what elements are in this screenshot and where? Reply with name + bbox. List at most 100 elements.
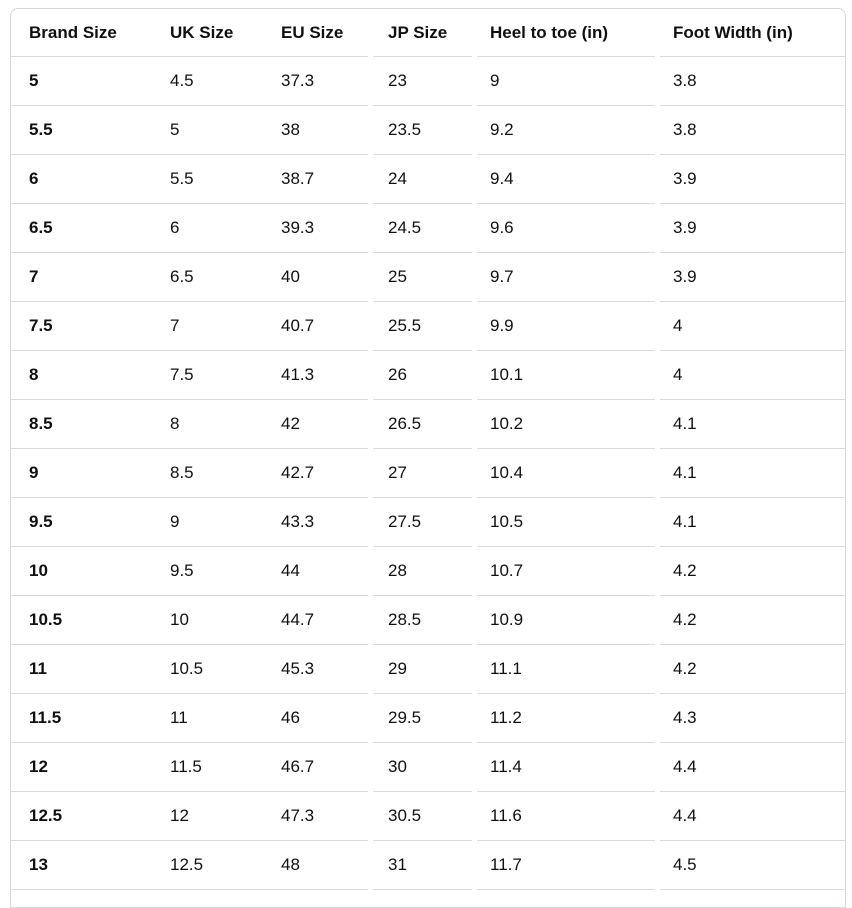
table-cell: 5 — [152, 106, 264, 155]
table-row: 12.5 12 47.3 30.5 11.6 4.4 — [11, 792, 845, 841]
table-cell: 8.5 — [152, 449, 264, 498]
table-cell: 44.7 — [264, 596, 370, 645]
table-cell: 11.6 — [474, 792, 657, 841]
table-row: 5.5 5 38 23.5 9.2 3.8 — [11, 106, 845, 155]
table-cell: 10 — [152, 596, 264, 645]
table-cell: 47.3 — [264, 792, 370, 841]
table-cell: 42.7 — [264, 449, 370, 498]
table-cell: 40 — [264, 253, 370, 302]
table-cell: 11.4 — [474, 743, 657, 792]
table-cell: 7 — [152, 302, 264, 351]
table-row: 6 5.5 38.7 24 9.4 3.9 — [11, 155, 845, 204]
column-header: Foot Width (in) — [657, 9, 845, 57]
column-header: EU Size — [264, 9, 370, 57]
table-row: 7 6.5 40 25 9.7 3.9 — [11, 253, 845, 302]
table-row: 8.5 8 42 26.5 10.2 4.1 — [11, 400, 845, 449]
table-cell: 11 — [152, 694, 264, 743]
table-cell: 25 — [370, 253, 474, 302]
table-cell: 4.4 — [657, 743, 845, 792]
table-cell: 9.5 — [152, 547, 264, 596]
table-cell: 10.9 — [474, 596, 657, 645]
table-cell: 46.7 — [264, 743, 370, 792]
table-row: 5 4.5 37.3 23 9 3.8 — [11, 57, 845, 106]
table-cell: 9.2 — [474, 106, 657, 155]
table-cell: 45.3 — [264, 645, 370, 694]
table-cell: 4.1 — [657, 498, 845, 547]
table-cell: 6 — [11, 155, 152, 204]
table-cell: 29.5 — [370, 694, 474, 743]
table-cell: 3.8 — [657, 106, 845, 155]
table-cell: 27.5 — [370, 498, 474, 547]
table-cell: 9.5 — [11, 498, 152, 547]
table-cell: 7.5 — [152, 351, 264, 400]
table-cell: 5.5 — [11, 106, 152, 155]
table-header-row: Brand Size UK Size EU Size JP Size Heel to t… — [11, 9, 845, 57]
table-cell: 41.3 — [264, 351, 370, 400]
table-cell: 26.5 — [370, 400, 474, 449]
column-header: UK Size — [152, 9, 264, 57]
table-cell: 4.4 — [657, 792, 845, 841]
table-cell: 13 — [11, 841, 152, 890]
table-row: 7.5 7 40.7 25.5 9.9 4 — [11, 302, 845, 351]
table-cell: 4.2 — [657, 645, 845, 694]
table-cell: 12 — [152, 792, 264, 841]
table-cell: 8 — [11, 351, 152, 400]
table-cell: 10.5 — [474, 498, 657, 547]
table-cell: 26 — [370, 351, 474, 400]
table-cell: 11.5 — [11, 694, 152, 743]
table-cell: 38 — [264, 106, 370, 155]
table-cell: 11.7 — [474, 841, 657, 890]
table-row: 11 10.5 45.3 29 11.1 4.2 — [11, 645, 845, 694]
table-cell: 6.5 — [152, 253, 264, 302]
table-cell: 23 — [370, 57, 474, 106]
table-cell: 10.5 — [11, 596, 152, 645]
table-cell: 6 — [152, 204, 264, 253]
table-cell: 28 — [370, 547, 474, 596]
table-cell: 24.5 — [370, 204, 474, 253]
table-cell: 10.2 — [474, 400, 657, 449]
table-cell: 27 — [370, 449, 474, 498]
table-row: 13 12.5 48 31 11.7 4.5 — [11, 841, 845, 890]
table-cell: 9.9 — [474, 302, 657, 351]
table-cell: 10.1 — [474, 351, 657, 400]
table-cell: 44 — [264, 547, 370, 596]
table-cell: 30 — [370, 743, 474, 792]
table-cell: 42 — [264, 400, 370, 449]
table-cell: 9 — [152, 498, 264, 547]
table-cell: 3.9 — [657, 155, 845, 204]
table-cell: 8 — [152, 400, 264, 449]
table-cell: 5 — [11, 57, 152, 106]
table-cell: 31 — [370, 841, 474, 890]
table-cell: 9.7 — [474, 253, 657, 302]
table-cell: 10.5 — [152, 645, 264, 694]
table-cell: 12.5 — [11, 792, 152, 841]
table-cell: 4 — [657, 302, 845, 351]
table-cell: 8.5 — [11, 400, 152, 449]
table-cell: 48 — [264, 841, 370, 890]
table-cell: 12 — [11, 743, 152, 792]
table-cell: 10 — [11, 547, 152, 596]
table-row: 10.5 10 44.7 28.5 10.9 4.2 — [11, 596, 845, 645]
table-cell: 25.5 — [370, 302, 474, 351]
table-cell: 7.5 — [11, 302, 152, 351]
column-header: Brand Size — [11, 9, 152, 57]
table-cell: 46 — [264, 694, 370, 743]
column-divider-gap-heel — [472, 11, 477, 907]
table-cell: 3.9 — [657, 204, 845, 253]
table-cell: 7 — [11, 253, 152, 302]
table-cell: 40.7 — [264, 302, 370, 351]
table-cell: 11.2 — [474, 694, 657, 743]
column-divider-gap-width — [655, 11, 660, 907]
table-cell: 4.2 — [657, 596, 845, 645]
table-row: 12 11.5 46.7 30 11.4 4.4 — [11, 743, 845, 792]
table-cell: 9.4 — [474, 155, 657, 204]
table-row: 11.5 11 46 29.5 11.2 4.3 — [11, 694, 845, 743]
table-cell: 4 — [657, 351, 845, 400]
table-cell: 4.1 — [657, 449, 845, 498]
table-row: 9.5 9 43.3 27.5 10.5 4.1 — [11, 498, 845, 547]
table-row: 6.5 6 39.3 24.5 9.6 3.9 — [11, 204, 845, 253]
table-body: 5 4.5 37.3 23 9 3.8 5.5 5 38 23.5 9.2 3.8 6 5.5 38.7 24… — [11, 57, 845, 890]
table-cell: 9.6 — [474, 204, 657, 253]
table-cell: 38.7 — [264, 155, 370, 204]
table-cell: 43.3 — [264, 498, 370, 547]
